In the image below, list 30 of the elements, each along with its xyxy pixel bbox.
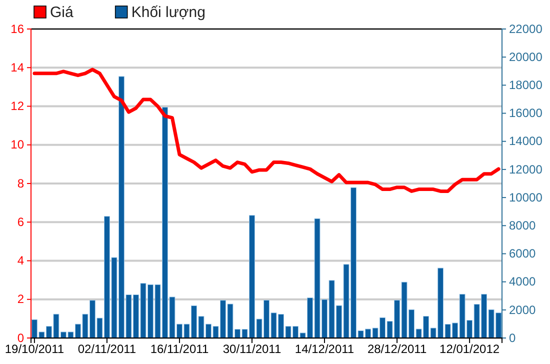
- x-tick-label: 12/01/2012: [440, 342, 500, 356]
- y2-tick-label: 22000: [509, 22, 543, 36]
- y2-tick-label: 2000: [509, 302, 536, 317]
- y-tick-label: 6: [17, 214, 24, 229]
- y-tick-label: 12: [10, 99, 24, 114]
- y-tick-label: 0: [17, 330, 24, 345]
- y2-tick-label: 12000: [509, 162, 543, 176]
- legend-label: Giá: [50, 4, 74, 21]
- y2-tick-label: 10000: [509, 190, 543, 204]
- y-tick-label: 10: [10, 138, 24, 152]
- y2-tick-label: 0: [509, 330, 516, 345]
- x-tick-label: 02/11/2011: [78, 342, 136, 356]
- y2-tick-label: 18000: [509, 78, 543, 92]
- y-tick-label: 2: [17, 292, 24, 306]
- x-tick-label: 30/11/2011: [222, 342, 282, 356]
- y2-tick-label: 20000: [509, 50, 543, 64]
- y2-tick-label: 6000: [509, 246, 536, 261]
- x-tick-label: 16/11/2011: [150, 342, 209, 356]
- y-tick-label: 4: [17, 254, 24, 268]
- y2-tick-label: 8000: [509, 218, 536, 232]
- y-tick-label: 14: [10, 60, 24, 74]
- y-tick-label: 8: [17, 176, 24, 190]
- y2-tick-label: 14000: [509, 134, 543, 148]
- x-tick-label: 19/10/2011: [4, 342, 64, 356]
- legend-label: Khối lượng: [131, 4, 206, 21]
- x-tick-label: 28/12/2011: [367, 342, 427, 356]
- y2-tick-label: 4000: [509, 274, 536, 289]
- y2-tick-label: 16000: [509, 106, 543, 120]
- x-tick-label: 14/12/2011: [294, 342, 354, 356]
- y-tick-label: 16: [10, 22, 24, 36]
